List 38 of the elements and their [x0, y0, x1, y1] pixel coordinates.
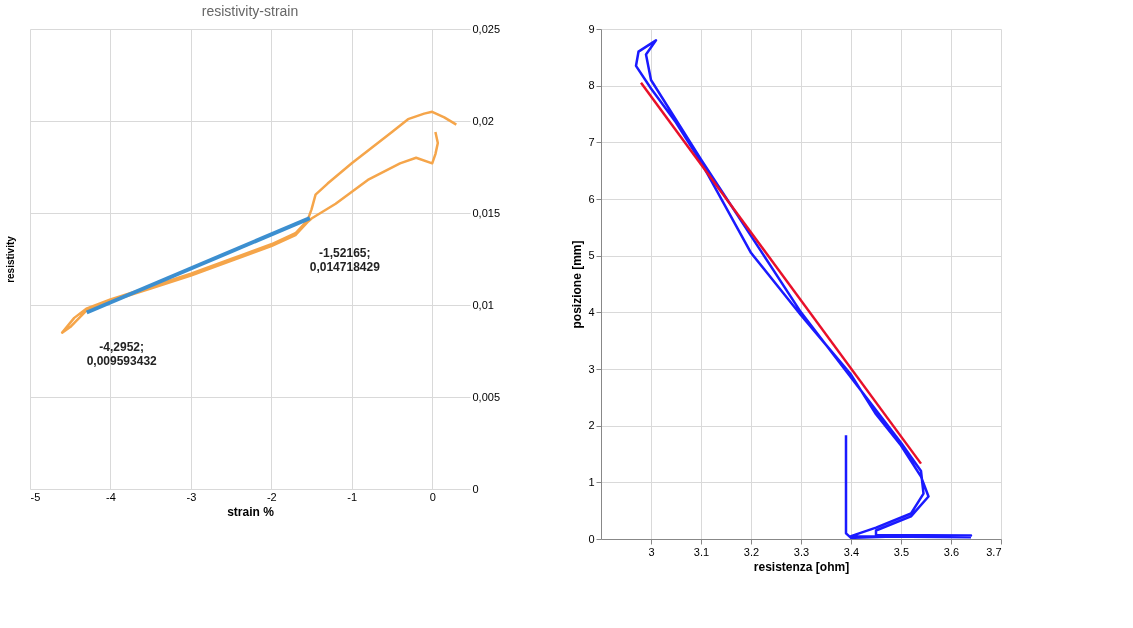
y-tick-label: 6 [588, 192, 595, 205]
y-tick-label: 2 [588, 419, 595, 432]
y-tick-label: 5 [588, 249, 595, 262]
y-tick-label: 4 [588, 305, 595, 318]
y-tick-label: 3 [588, 362, 595, 375]
x-tick-label: -4 [106, 490, 116, 503]
x-tick-label: 3.2 [743, 545, 760, 558]
y-tick-label: 1 [588, 475, 595, 488]
annotation: -4,2952; 0,009593432 [86, 340, 158, 369]
chart-title: resistivity-strain [201, 3, 299, 19]
x-tick-label: -2 [266, 490, 277, 503]
y-axis-title: posizione [mm] [570, 240, 585, 329]
x-tick-label: 3.3 [793, 545, 810, 558]
x-tick-label: 3.5 [893, 545, 910, 558]
x-tick-label: 3 [648, 545, 655, 558]
y-tick-label: 0,01 [472, 298, 494, 311]
x-axis-title: strain % [227, 504, 275, 519]
annotation: -1,52165; 0,014718429 [309, 246, 381, 275]
x-tick-label: -5 [30, 490, 41, 503]
x-tick-label: -1 [347, 490, 358, 503]
line-series [634, 39, 973, 539]
y-tick-label: 8 [588, 79, 595, 92]
x-tick-label: -3 [186, 490, 197, 503]
y-tick-label: 9 [588, 22, 595, 35]
x-tick-label: 0 [429, 490, 436, 503]
x-tick-label: 3.4 [843, 545, 860, 558]
x-tick-label: 3.7 [986, 545, 1002, 558]
x-tick-label: 3.1 [693, 545, 710, 558]
y-tick-label: 0,005 [472, 390, 501, 403]
y-tick-label: 0 [472, 482, 479, 495]
y-tick-label: 0,025 [472, 22, 501, 35]
x-axis-title: resistenza [ohm] [753, 559, 850, 574]
y-tick-label: 0,015 [472, 206, 501, 219]
y-axis-title: resistivity [4, 235, 16, 283]
y-tick-label: 0 [588, 532, 595, 545]
y-tick-label: 0,02 [472, 114, 494, 127]
x-tick-label: 3.6 [943, 545, 960, 558]
y-tick-label: 7 [588, 135, 595, 148]
